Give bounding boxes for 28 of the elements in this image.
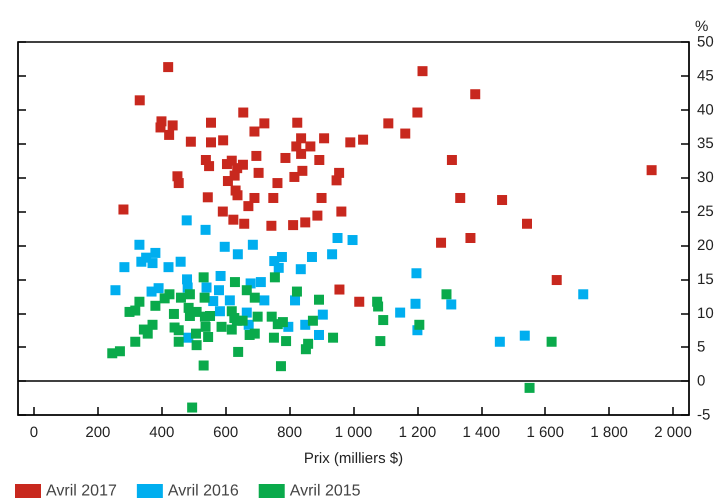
y-tick-label: 10 (697, 304, 714, 322)
y-tick-label: 20 (697, 236, 714, 254)
x-tick-label: 1 200 (398, 424, 436, 441)
y-tick-label: 5 (697, 338, 706, 356)
y-tick-label: 30 (697, 169, 714, 186)
y-tick-label: 40 (697, 101, 714, 118)
y-axis-title: % (695, 18, 708, 35)
legend-label: Avril 2016 (168, 482, 239, 500)
x-tick-label: 400 (149, 424, 174, 441)
y-tick-label: 15 (697, 270, 714, 288)
y-tick-label: 35 (697, 135, 714, 152)
x-tick-label: 2 000 (654, 424, 692, 441)
y-tick-label: -5 (697, 406, 710, 424)
x-tick-label: 1 600 (526, 424, 564, 441)
x-tick-label: 600 (213, 424, 238, 441)
legend-label: Avril 2017 (46, 482, 117, 500)
x-tick-label: 1 800 (590, 424, 628, 441)
x-tick-label: 0 (30, 424, 38, 441)
x-tick-label: 1 400 (462, 424, 500, 441)
y-tick-label: 25 (697, 203, 714, 220)
y-tick-label: 0 (697, 372, 706, 390)
x-tick-label: 800 (277, 424, 302, 441)
y-tick-label: 45 (697, 67, 714, 84)
x-tick-label: 200 (85, 424, 110, 441)
x-axis-title: Prix (milliers $) (304, 450, 404, 467)
y-tick-label: 50 (697, 34, 714, 50)
legend-label: Avril 2015 (290, 482, 361, 500)
x-tick-label: 1 000 (334, 424, 372, 441)
